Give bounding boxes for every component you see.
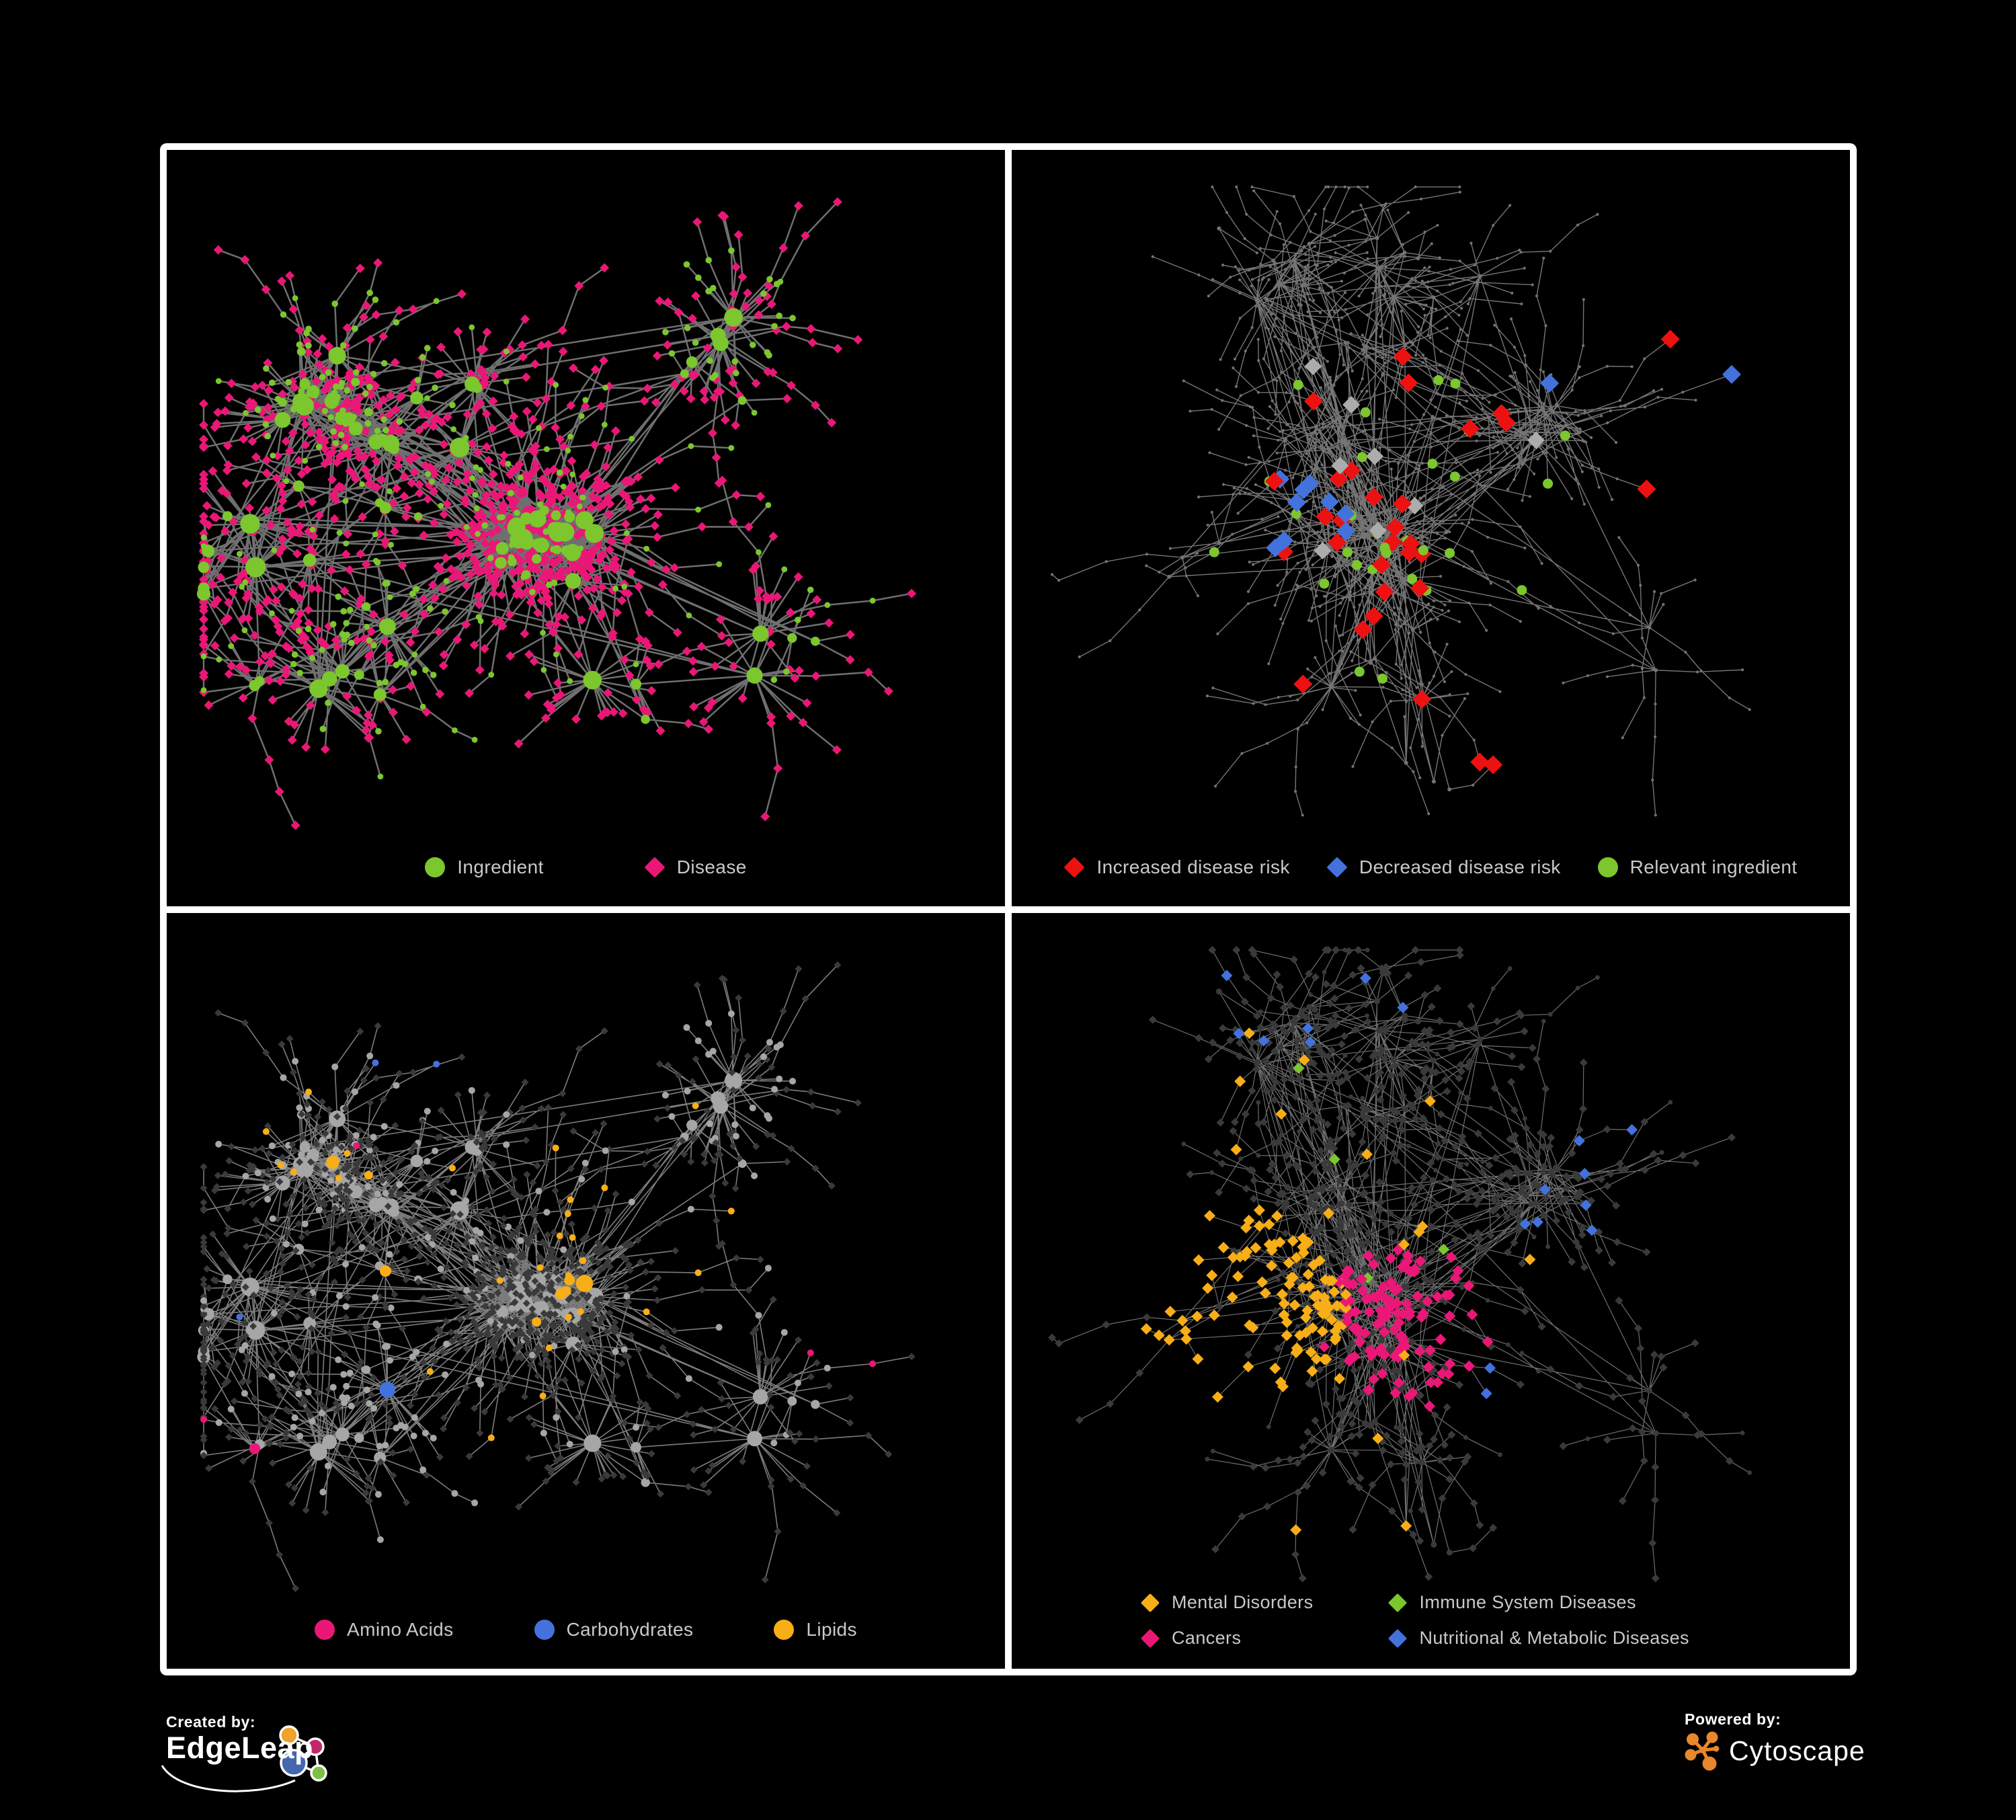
legend-label: Ingredient [457,856,544,877]
panel-nutrient-classes: Amino Acids Carbohydrates Lipids [167,912,1005,1669]
circle-marker-icon [534,1620,555,1640]
legend-ingredient-disease: Ingredient Disease [167,857,1005,878]
legend-label: Immune System Diseases [1419,1592,1636,1612]
powered-by-block: Powered by: Cytosc [1685,1710,1865,1772]
legend-label: Amino Acids [347,1619,454,1640]
nutrient-classes-network-graph [197,961,916,1592]
legend-item: Lipids [774,1619,857,1640]
legend-item: Immune System Diseases [1388,1592,1689,1613]
panel-disease-risk: Increased disease risk Decreased disease … [1012,150,1850,906]
legend-nutrient-classes: Amino Acids Carbohydrates Lipids [167,1619,1005,1640]
legend-label: Decreased disease risk [1359,856,1561,877]
panel-disease-classes: Mental Disorders Immune System Diseases Ca… [1012,912,1850,1669]
legend-item: Mental Disorders [1140,1592,1314,1613]
legend-disease-risk: Increased disease risk Decreased disease … [1012,857,1850,878]
legend-item: Disease [644,856,747,878]
legend-item: Nutritional & Metabolic Diseases [1388,1628,1689,1649]
panel-ingredient-disease: Ingredient Disease [167,150,1005,906]
disease-classes-network-graph [1048,945,1752,1582]
legend-label: Increased disease risk [1096,856,1290,877]
legend-item: Cancers [1140,1628,1313,1649]
diamond-marker-icon [1388,1628,1408,1648]
edgeleap-wordmark: EdgeLeap [166,1731,314,1765]
circle-marker-icon [774,1620,795,1640]
legend-label: Mental Disorders [1172,1592,1314,1612]
legend-item: Increased disease risk [1063,856,1290,878]
diamond-marker-icon [644,856,666,878]
legend-label: Cancers [1172,1628,1242,1648]
legend-item: Decreased disease risk [1326,856,1561,878]
cytoscape-wordmark: Cytoscape [1729,1735,1865,1766]
edgeleap-network-glyph [279,1725,327,1782]
legend-label: Nutritional & Metabolic Diseases [1419,1628,1689,1648]
created-by-label: Created by: [166,1713,256,1731]
legend-label: Disease [676,856,747,877]
edgeleap-logo-icon [161,1725,327,1792]
powered-by-label: Powered by: [1685,1710,1781,1728]
created-by-block: Created by: EdgeLeap [161,1713,327,1792]
diamond-marker-icon [1063,856,1086,878]
legend-item: Carbohydrates [534,1619,694,1640]
legend-label: Carbohydrates [566,1619,694,1640]
diamond-marker-icon [1140,1593,1160,1612]
circle-marker-icon [315,1620,335,1640]
diamond-marker-icon [1326,856,1348,878]
legend-label: Lipids [806,1619,857,1640]
legend-label: Relevant ingredient [1629,856,1798,877]
disease-risk-network-graph [1050,185,1751,817]
legend-disease-classes: Mental Disorders Immune System Diseases Ca… [1140,1592,1689,1649]
diamond-marker-icon [1140,1628,1160,1648]
ingredient-disease-network-graph [196,197,917,830]
panels-frame: Ingredient Disease Increased disease risk… [160,143,1857,1675]
legend-item: Relevant ingredient [1597,856,1798,878]
legend-item: Amino Acids [315,1619,453,1640]
diamond-marker-icon [1388,1593,1408,1612]
circle-marker-icon [1597,857,1618,877]
circle-marker-icon [425,857,446,877]
legend-item: Ingredient [425,857,544,878]
cytoscape-logo-icon [1685,1731,1720,1771]
